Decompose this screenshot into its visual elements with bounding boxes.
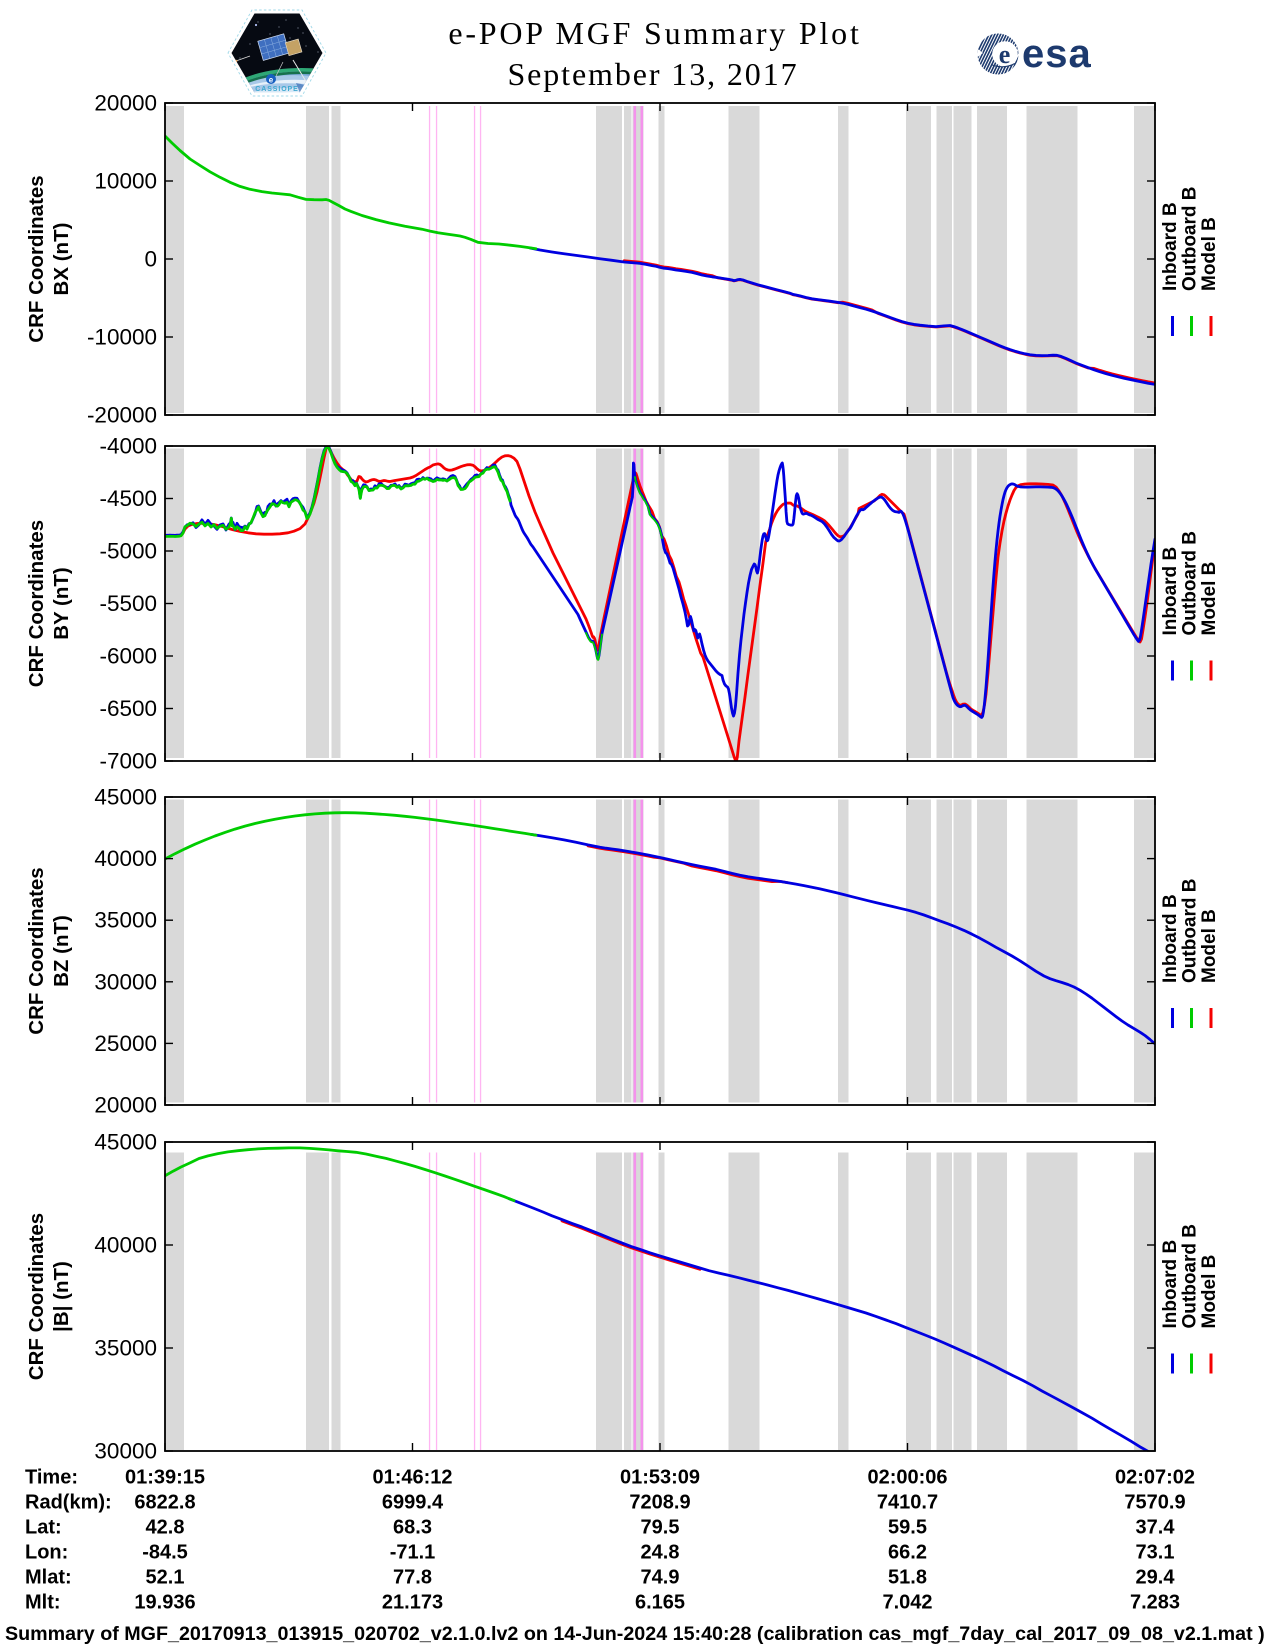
svg-text:7.283: 7.283 <box>1130 1592 1180 1614</box>
svg-text:Mlat:: Mlat: <box>25 1567 72 1589</box>
svg-text:73.1: 73.1 <box>1136 1542 1175 1564</box>
svg-text:BX (nT): BX (nT) <box>50 223 73 296</box>
svg-text:30000: 30000 <box>94 1439 157 1464</box>
svg-text:6999.4: 6999.4 <box>382 1492 444 1514</box>
svg-text:-10000: -10000 <box>87 325 157 350</box>
svg-text:Summary of MGF_20170913_013915: Summary of MGF_20170913_013915_020702_v2… <box>5 1623 1265 1645</box>
svg-text:19.936: 19.936 <box>134 1592 195 1614</box>
svg-text:52.1: 52.1 <box>146 1567 185 1589</box>
svg-text:-6000: -6000 <box>99 644 157 669</box>
svg-text:BY (nT): BY (nT) <box>50 567 73 640</box>
svg-text:CRF Coordinates: CRF Coordinates <box>25 520 48 687</box>
svg-text:Outboard B: Outboard B <box>1180 187 1201 292</box>
svg-text:Time:: Time: <box>25 1467 78 1489</box>
svg-text:e-POP MGF Summary Plot: e-POP MGF Summary Plot <box>448 15 861 51</box>
svg-text:Mlt:: Mlt: <box>25 1592 61 1614</box>
svg-text:e: e <box>269 76 274 85</box>
svg-text:79.5: 79.5 <box>641 1517 680 1539</box>
svg-text:-71.1: -71.1 <box>390 1542 436 1564</box>
svg-text:74.9: 74.9 <box>641 1567 680 1589</box>
svg-text:6.165: 6.165 <box>635 1592 685 1614</box>
svg-text:7.042: 7.042 <box>882 1592 932 1614</box>
svg-text:42.8: 42.8 <box>146 1517 185 1539</box>
svg-text:-5500: -5500 <box>99 591 157 616</box>
svg-text:-4000: -4000 <box>99 434 157 459</box>
svg-text:25000: 25000 <box>94 1031 157 1056</box>
svg-text:Inboard B: Inboard B <box>1160 202 1181 291</box>
svg-text:Inboard B: Inboard B <box>1160 894 1181 983</box>
svg-text:e: e <box>999 40 1011 69</box>
svg-text:Outboard B: Outboard B <box>1180 1224 1201 1329</box>
svg-text:40000: 40000 <box>94 846 157 871</box>
svg-text:01:46:12: 01:46:12 <box>372 1467 452 1489</box>
svg-text:-5000: -5000 <box>99 539 157 564</box>
svg-text:7570.9: 7570.9 <box>1124 1492 1185 1514</box>
svg-text:68.3: 68.3 <box>393 1517 432 1539</box>
svg-text:September 13, 2017: September 13, 2017 <box>507 56 798 92</box>
svg-text:66.2: 66.2 <box>888 1542 927 1564</box>
svg-text:-4500: -4500 <box>99 486 157 511</box>
svg-text:40000: 40000 <box>94 1233 157 1258</box>
svg-text:35000: 35000 <box>94 1336 157 1361</box>
svg-text:30000: 30000 <box>94 969 157 994</box>
svg-text:20000: 20000 <box>94 1093 157 1118</box>
svg-text:10000: 10000 <box>94 169 157 194</box>
svg-text:Inboard B: Inboard B <box>1160 1240 1181 1329</box>
svg-text:BZ (nT): BZ (nT) <box>50 915 73 987</box>
svg-text:02:07:02: 02:07:02 <box>1115 1467 1195 1489</box>
svg-text:45000: 45000 <box>94 1130 157 1155</box>
svg-text:21.173: 21.173 <box>382 1592 443 1614</box>
svg-text:Model B: Model B <box>1199 1255 1220 1329</box>
svg-text:7410.7: 7410.7 <box>877 1492 938 1514</box>
svg-text:24.8: 24.8 <box>641 1542 680 1564</box>
svg-text:CRF Coordinates: CRF Coordinates <box>25 175 48 342</box>
svg-text:Lat:: Lat: <box>25 1517 62 1539</box>
svg-text:Inboard B: Inboard B <box>1160 547 1181 636</box>
svg-text:Model B: Model B <box>1199 217 1220 291</box>
svg-text:37.4: 37.4 <box>1136 1517 1176 1539</box>
svg-text:Outboard B: Outboard B <box>1180 879 1201 984</box>
svg-text:Rad(km):: Rad(km): <box>25 1492 112 1514</box>
svg-text:esa: esa <box>1022 32 1092 76</box>
svg-text:01:39:15: 01:39:15 <box>125 1467 205 1489</box>
svg-text:Model B: Model B <box>1199 562 1220 636</box>
svg-text:Lon:: Lon: <box>25 1542 68 1564</box>
svg-text:Model B: Model B <box>1199 909 1220 983</box>
svg-text:CASSIOPE: CASSIOPE <box>255 86 298 93</box>
svg-text:|B| (nT): |B| (nT) <box>50 1261 73 1332</box>
svg-text:-6500: -6500 <box>99 696 157 721</box>
svg-text:35000: 35000 <box>94 908 157 933</box>
svg-text:-7000: -7000 <box>99 749 157 774</box>
svg-text:20000: 20000 <box>94 91 157 116</box>
svg-text:-84.5: -84.5 <box>142 1542 188 1564</box>
svg-text:-20000: -20000 <box>87 403 157 428</box>
svg-text:CRF Coordinates: CRF Coordinates <box>25 867 48 1034</box>
svg-text:02:00:06: 02:00:06 <box>867 1467 947 1489</box>
svg-text:45000: 45000 <box>94 785 157 810</box>
svg-text:77.8: 77.8 <box>393 1567 432 1589</box>
svg-text:01:53:09: 01:53:09 <box>620 1467 700 1489</box>
svg-text:Outboard B: Outboard B <box>1180 531 1201 636</box>
svg-text:6822.8: 6822.8 <box>134 1492 195 1514</box>
svg-text:59.5: 59.5 <box>888 1517 927 1539</box>
svg-text:CRF Coordinates: CRF Coordinates <box>25 1213 48 1380</box>
svg-text:7208.9: 7208.9 <box>629 1492 690 1514</box>
svg-text:0: 0 <box>144 247 157 272</box>
svg-text:29.4: 29.4 <box>1136 1567 1176 1589</box>
svg-text:51.8: 51.8 <box>888 1567 927 1589</box>
